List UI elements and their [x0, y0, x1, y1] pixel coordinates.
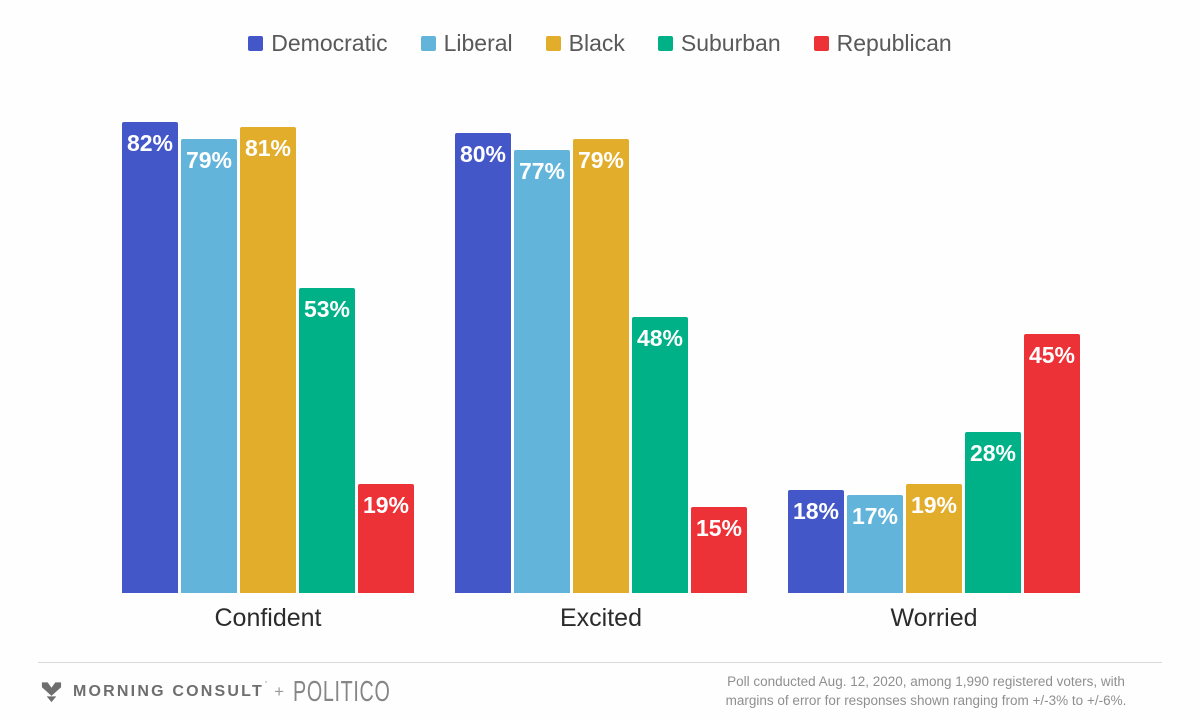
legend-label: Black: [568, 30, 625, 56]
bar-black-excited: 79%: [573, 138, 629, 593]
legend-swatch-icon: [657, 36, 673, 51]
trademark-mark: ’: [264, 679, 268, 691]
legend-swatch-icon: [813, 36, 829, 51]
note-line-2: margins of error for responses shown ran…: [725, 693, 1127, 708]
legend-item-democratic: Democratic: [248, 30, 388, 57]
bar-democratic-confident: 82%: [122, 121, 178, 593]
bar-value-label: 28%: [969, 440, 1017, 466]
bar-liberal-excited: 77%: [514, 150, 570, 593]
bar-value-label: 79%: [577, 146, 625, 173]
bar-group-worried: 18% 17% 19% 28% 45%: [788, 334, 1080, 593]
bar-group-confident: 82% 79% 81% 53% 19%: [122, 121, 414, 593]
bar-democratic-excited: 80%: [455, 133, 511, 593]
bar-democratic-worried: 18%: [788, 489, 844, 593]
legend-item-suburban: Suburban: [657, 30, 781, 57]
legend-swatch-icon: [420, 36, 436, 51]
bar-value-label: 81%: [244, 135, 292, 162]
bar-value-label: 19%: [910, 491, 958, 518]
bar-republican-worried: 45%: [1024, 334, 1080, 593]
plus-separator: +: [274, 682, 285, 701]
bar-value-label: 45%: [1028, 342, 1076, 369]
brand-logos: MORNING CONSULT ’ + POLITICO: [40, 675, 436, 708]
poll-methodology-note: Poll conducted Aug. 12, 2020, among 1,99…: [690, 672, 1162, 710]
bar-value-label: 19%: [362, 491, 410, 518]
bar-value-label: 17%: [851, 503, 899, 530]
bar-value-label: 77%: [518, 158, 566, 185]
bar-value-label: 82%: [126, 129, 174, 156]
legend-label: Suburban: [680, 30, 781, 56]
legend-item-black: Black: [545, 30, 625, 57]
bar-liberal-confident: 79%: [181, 138, 237, 593]
bar-suburban-excited: 48%: [632, 317, 688, 593]
legend-item-republican: Republican: [813, 30, 952, 57]
politico-wordmark: POLITICO: [293, 675, 391, 708]
bar-value-label: 18%: [792, 497, 840, 524]
bar-republican-confident: 19%: [358, 483, 414, 593]
morning-consult-wordmark: MORNING CONSULT: [73, 683, 264, 700]
legend-label: Democratic: [271, 30, 388, 56]
bar-black-confident: 81%: [240, 127, 296, 593]
bar-value-label: 80%: [459, 141, 507, 167]
legend-swatch-icon: [545, 36, 561, 51]
bar-suburban-confident: 53%: [299, 288, 355, 593]
morning-consult-logo-icon: [41, 682, 62, 703]
note-line-1: Poll conducted Aug. 12, 2020, among 1,99…: [727, 674, 1125, 689]
bar-republican-excited: 15%: [691, 506, 747, 593]
bar-value-label: 79%: [185, 146, 233, 173]
bar-liberal-worried: 17%: [847, 495, 903, 593]
footer-divider: [38, 662, 1162, 663]
bar-chart: 82% 79% 81% 53% 19% 80% 77% 79% 48% 15% 18% 17% 19% 2…: [122, 121, 1080, 593]
legend-swatch-icon: [248, 36, 264, 51]
legend-item-liberal: Liberal: [420, 30, 513, 57]
bar-black-worried: 19%: [906, 483, 962, 593]
bar-value-label: 53%: [303, 296, 351, 323]
category-label-worried: Worried: [890, 604, 978, 632]
category-label-excited: Excited: [560, 604, 642, 632]
bar-group-excited: 80% 77% 79% 48% 15%: [455, 133, 747, 593]
category-label-confident: Confident: [214, 604, 322, 632]
bar-value-label: 15%: [695, 514, 743, 541]
bar-value-label: 48%: [636, 325, 684, 351]
chart-legend: Democratic Liberal Black Suburban Republican: [0, 30, 1200, 57]
legend-label: Republican: [836, 30, 952, 56]
bar-suburban-worried: 28%: [965, 432, 1021, 593]
legend-label: Liberal: [443, 30, 513, 56]
